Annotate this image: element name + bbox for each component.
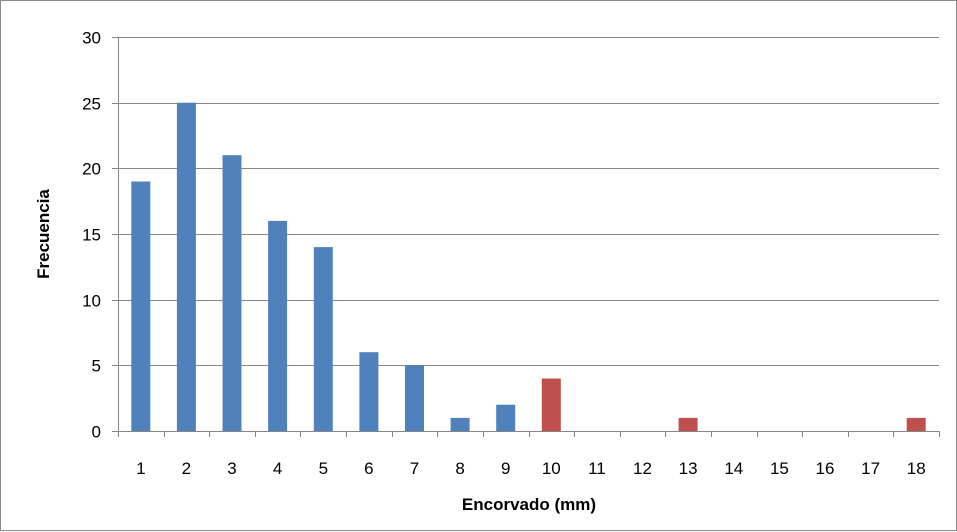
axes (112, 37, 940, 437)
x-tick-label: 14 (724, 459, 743, 478)
x-tick-label: 13 (679, 459, 698, 478)
y-tick-label: 25 (82, 95, 101, 114)
x-tick-label: 1 (136, 459, 145, 478)
y-axis-title: Frecuencia (34, 189, 53, 279)
bar-3 (222, 155, 242, 431)
bar-9 (496, 404, 516, 431)
y-tick-label: 30 (82, 29, 101, 48)
x-axis-title: Encorvado (mm) (462, 495, 596, 514)
x-tick-label: 16 (816, 459, 835, 478)
bar-5 (313, 247, 333, 431)
bar-1 (131, 181, 151, 431)
y-tick-label: 20 (82, 160, 101, 179)
x-tick-label: 12 (633, 459, 652, 478)
bar-2 (176, 102, 196, 431)
y-tick-labels: 0 5 10 15 20 25 30 (82, 29, 101, 442)
bar-8 (450, 417, 470, 431)
y-tick-label: 0 (92, 423, 101, 442)
bar-6 (359, 352, 379, 431)
y-tick-label: 5 (92, 357, 101, 376)
x-tick-label: 6 (364, 459, 373, 478)
x-tick-label: 9 (501, 459, 510, 478)
x-tick-label: 5 (319, 459, 328, 478)
x-tick-label: 17 (861, 459, 880, 478)
x-tick-label: 11 (588, 459, 606, 478)
bar-7 (405, 365, 424, 431)
x-tick-label: 18 (907, 459, 926, 478)
x-tick-label: 2 (182, 459, 191, 478)
gridlines (118, 37, 939, 366)
bar-4 (268, 220, 288, 431)
x-tick-labels: 1 2 3 4 5 6 7 8 9 10 11 12 13 14 15 16 17 18 (136, 459, 926, 478)
x-tick-label: 10 (542, 459, 561, 478)
x-tick-label: 4 (273, 459, 282, 478)
y-tick-label: 15 (82, 226, 101, 245)
bar-18 (906, 417, 926, 431)
y-tick-label: 10 (82, 292, 101, 311)
x-tick-label: 8 (455, 459, 464, 478)
bars (131, 102, 926, 431)
x-tick-label: 7 (410, 459, 419, 478)
x-tick-label: 3 (227, 459, 236, 478)
x-tick-label: 15 (770, 459, 789, 478)
bar-13 (678, 417, 698, 431)
bar-10 (541, 378, 561, 431)
